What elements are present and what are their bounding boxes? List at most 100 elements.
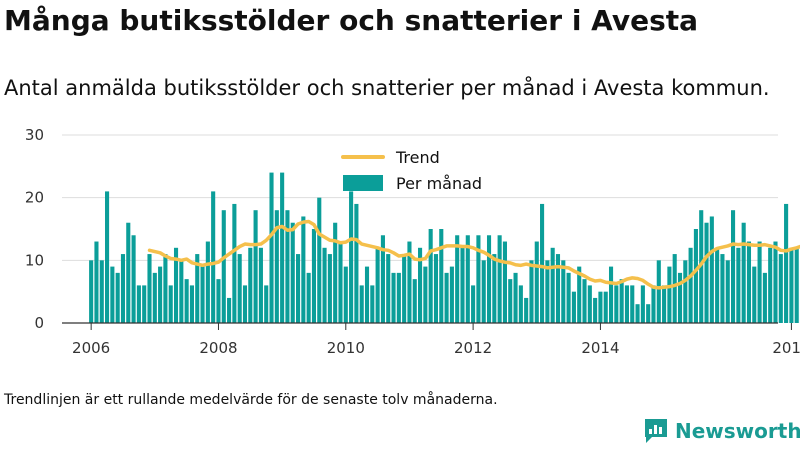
newsworthy-logo[interactable]: Newsworthy — [643, 417, 800, 445]
bar — [736, 247, 741, 323]
trend-line — [147, 219, 800, 290]
bar — [285, 210, 290, 323]
bar — [545, 260, 550, 323]
bar — [534, 241, 539, 323]
bar — [94, 241, 99, 323]
bar — [444, 272, 449, 323]
bar — [359, 285, 364, 323]
bar — [269, 172, 274, 323]
bar — [89, 260, 94, 323]
x-axis: 2006200820102012201420172019202120232025 — [72, 323, 800, 357]
bar — [598, 291, 603, 323]
bar — [614, 285, 619, 323]
bar — [211, 191, 216, 323]
bar — [274, 210, 279, 323]
bar — [624, 285, 629, 323]
bar — [630, 285, 635, 323]
bar — [227, 297, 232, 323]
bar — [296, 254, 301, 323]
x-tick-label: 2010 — [327, 339, 365, 357]
bar — [370, 285, 375, 323]
bar — [423, 266, 428, 323]
bar — [168, 285, 173, 323]
bar — [343, 266, 348, 323]
bar — [232, 203, 237, 323]
bar — [476, 235, 481, 323]
x-tick-label: 2014 — [581, 339, 619, 357]
bar — [407, 241, 412, 323]
bar — [524, 297, 529, 323]
bar — [508, 279, 513, 323]
bar — [571, 291, 576, 323]
bar — [709, 216, 714, 323]
bar — [280, 172, 285, 323]
bar — [433, 254, 439, 323]
bar — [688, 247, 693, 323]
bar — [179, 260, 184, 323]
bar — [497, 235, 502, 323]
bar — [731, 210, 736, 323]
bar — [306, 272, 311, 323]
bar — [253, 210, 258, 323]
bar — [248, 247, 253, 323]
bar — [662, 285, 667, 323]
chart-title: Många butiksstölder och snatterier i Ave… — [4, 4, 699, 37]
bar — [455, 235, 460, 323]
bar — [550, 247, 555, 323]
bar — [529, 260, 534, 323]
bar — [333, 222, 338, 323]
bar — [481, 260, 486, 323]
x-tick-label: 2017 — [772, 339, 800, 357]
legend-trend-label: Trend — [395, 148, 440, 167]
bar — [593, 297, 598, 323]
bar — [237, 254, 242, 323]
bar — [635, 304, 640, 323]
newsworthy-logo-icon — [645, 419, 667, 443]
bar — [762, 272, 767, 323]
bar — [640, 285, 645, 323]
bar — [784, 203, 789, 323]
bar — [391, 272, 396, 323]
bar — [587, 285, 592, 323]
bar — [741, 222, 746, 323]
bar — [126, 222, 131, 323]
bar — [465, 235, 470, 323]
bar — [518, 285, 523, 323]
x-tick-label: 2012 — [454, 339, 492, 357]
bar — [683, 260, 688, 323]
bar — [439, 229, 444, 323]
bar — [704, 222, 709, 323]
y-tick-label: 20 — [25, 189, 44, 207]
bar — [540, 203, 545, 323]
bar — [327, 254, 332, 323]
bar — [603, 291, 608, 323]
bar — [364, 266, 370, 323]
bar — [110, 266, 115, 323]
bar — [147, 254, 152, 323]
bar — [471, 285, 476, 323]
y-tick-label: 0 — [34, 314, 44, 332]
bar — [152, 272, 157, 323]
bar — [301, 216, 306, 323]
bar — [258, 247, 263, 323]
bar — [418, 247, 423, 323]
bar — [142, 285, 147, 323]
bar — [338, 241, 343, 323]
bar — [672, 254, 677, 323]
y-tick-label: 30 — [25, 126, 44, 144]
bar — [412, 279, 417, 323]
bar — [105, 191, 110, 323]
y-tick-label: 10 — [25, 251, 44, 269]
bar — [720, 254, 725, 323]
bar — [317, 197, 322, 323]
bar — [778, 254, 783, 323]
bar-series — [89, 172, 800, 323]
bar — [242, 285, 248, 323]
bar — [136, 285, 141, 323]
bar — [311, 229, 317, 323]
bar — [158, 266, 163, 323]
bar — [794, 247, 799, 323]
bar — [768, 247, 773, 323]
bar — [651, 285, 656, 323]
bar — [577, 266, 582, 323]
